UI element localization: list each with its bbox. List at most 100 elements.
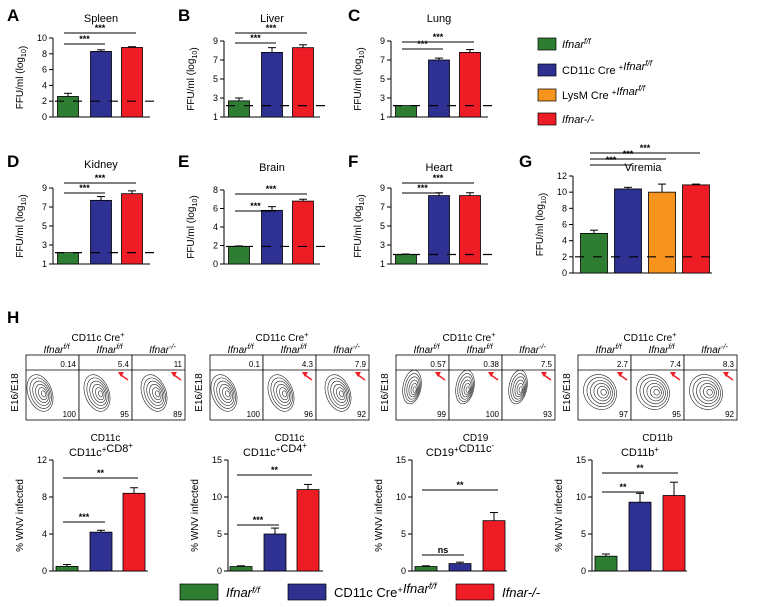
contour-line xyxy=(699,383,717,402)
y-tick-label: 1 xyxy=(380,112,385,122)
y-tick-label: 6 xyxy=(562,220,567,230)
y-tick-label: 0 xyxy=(217,566,222,576)
y-tick-label: 1 xyxy=(213,112,218,122)
contour-line xyxy=(586,377,615,407)
flow-y-label: E16/E18 xyxy=(380,373,391,412)
contour-line xyxy=(276,384,290,403)
flow-column-label: Ifnarf/f xyxy=(466,342,493,356)
bar-ifnar_ko xyxy=(682,184,710,274)
y-tick-label: 15 xyxy=(576,455,586,465)
contour-line xyxy=(336,387,346,401)
contour-line xyxy=(270,377,293,409)
contour-line xyxy=(146,380,165,406)
contour-line xyxy=(267,374,295,412)
flow-plot: Ifnar-/- 8.3 92 xyxy=(683,342,738,421)
y-axis-label: FFU/ml (log10) xyxy=(15,194,29,258)
significance-label: *** xyxy=(79,183,90,193)
bar-cd11c_cre xyxy=(90,199,112,265)
y-tick-label: 5 xyxy=(581,529,586,539)
significance-label: ns xyxy=(438,545,449,555)
contour-line xyxy=(455,369,475,405)
contour-line xyxy=(510,373,527,402)
flow-gate-value: 7.4 xyxy=(670,360,682,369)
contour-line xyxy=(330,380,349,406)
contour-line xyxy=(143,377,166,409)
flow-plot: Ifnarf/f 0.38 100 xyxy=(448,342,503,421)
y-tick-label: 9 xyxy=(213,36,218,46)
bottom-legend-label-ifnar_ff: Ifnarf/f xyxy=(226,585,261,600)
significance-label: *** xyxy=(250,201,261,211)
chart-G: Viremia FFU/ml (log10) 0 2 4 6 8 10 12 *** *** *** xyxy=(535,143,718,278)
contour-line xyxy=(583,374,617,410)
bar-cd11c_cre xyxy=(614,188,642,274)
bar-ifnar_ff xyxy=(414,566,438,572)
legend-swatch-ifnar_ff xyxy=(537,37,557,51)
contour-line xyxy=(518,386,523,393)
red-arrow-head xyxy=(723,372,729,377)
contour-line xyxy=(219,384,233,403)
flow-x-label: CD11b xyxy=(642,433,673,444)
bar-ifnar_ko xyxy=(296,489,320,572)
flow-y-label: E16/E18 xyxy=(10,373,21,412)
contour-line xyxy=(279,387,289,401)
y-tick-label: 7 xyxy=(380,55,385,65)
y-axis-label: % WNV infected xyxy=(554,479,565,552)
contour-line xyxy=(597,386,609,399)
chart-H3: CD19+CD11c- % WNV infected 0 5 10 15 ns ** xyxy=(374,441,507,576)
y-axis-label: FFU/ml (log10) xyxy=(353,47,367,111)
bar-cd11c_cre xyxy=(90,51,112,118)
chart-F: Heart FFU/ml (log10) 1 3 5 7 9 *** *** xyxy=(353,162,494,269)
bar-ifnar_ko xyxy=(121,47,143,118)
chart-title: Viremia xyxy=(624,162,662,174)
contour-line xyxy=(410,383,418,395)
flow-header: CD11c Cre+ xyxy=(443,330,496,344)
y-tick-label: 0 xyxy=(42,112,47,122)
y-tick-label: 0 xyxy=(42,566,47,576)
significance-label: *** xyxy=(433,173,444,183)
flow-column-label: Ifnarf/f xyxy=(648,342,675,356)
flow-column-label: Ifnar-/- xyxy=(333,342,360,356)
flow-gate-value: 0.1 xyxy=(249,360,261,369)
flow-lower-value: 92 xyxy=(357,410,366,419)
contour-line xyxy=(696,380,719,405)
contour-line xyxy=(210,374,238,412)
significance-label: ** xyxy=(636,463,644,473)
y-tick-label: 7 xyxy=(42,202,47,212)
contour-line xyxy=(155,390,160,398)
legend-swatch-ifnar_ko xyxy=(537,112,557,126)
significance-label: *** xyxy=(433,32,444,42)
flow-column-label: Ifnarf/f xyxy=(96,342,123,356)
flow-column-label: Ifnar-/- xyxy=(701,342,728,356)
bar-cd11c_cre xyxy=(628,501,652,572)
red-arrow-head xyxy=(171,372,177,377)
red-arrow xyxy=(437,374,446,381)
contour-line xyxy=(412,386,417,393)
significance-label: ** xyxy=(271,465,279,475)
legend-label-cd11c_cre: CD11c Cre +Ifnarf/f xyxy=(562,59,653,77)
y-tick-label: 10 xyxy=(557,187,567,197)
y-tick-label: 2 xyxy=(562,252,567,262)
legend-label-ifnar_ko: Ifnar-/- xyxy=(562,114,595,126)
bar-ifnar_ff xyxy=(57,252,79,265)
bottom-legend-label-ifnar_ko: Ifnar-/- xyxy=(502,585,541,600)
flow-plot: Ifnar-/- 11 89 xyxy=(131,342,186,421)
chart-D: Kidney FFU/ml (log10) 1 3 5 7 9 *** *** xyxy=(15,159,156,269)
flow-lower-value: 92 xyxy=(725,410,734,419)
significance-label: *** xyxy=(253,515,264,525)
chart-title: Spleen xyxy=(84,13,118,25)
contour-line xyxy=(95,387,105,401)
bar-ifnar_ko xyxy=(121,193,143,265)
flow-header: CD11c Cre+ xyxy=(624,330,677,344)
y-tick-label: 4 xyxy=(42,529,47,539)
flow-plot-frame xyxy=(262,354,317,421)
red-arrow-head xyxy=(617,372,623,377)
flow-column-label: Ifnarf/f xyxy=(595,342,622,356)
legend-label-lysm_cre: LysM Cre +Ifnarf/f xyxy=(562,84,646,102)
red-arrow xyxy=(357,374,366,381)
panel-letter-A: A xyxy=(7,6,19,25)
flow-plot: Ifnar-/- 7.9 92 xyxy=(315,342,370,421)
contour-line xyxy=(703,386,715,399)
bottom-legend-swatch-ifnar_ko xyxy=(455,583,495,601)
